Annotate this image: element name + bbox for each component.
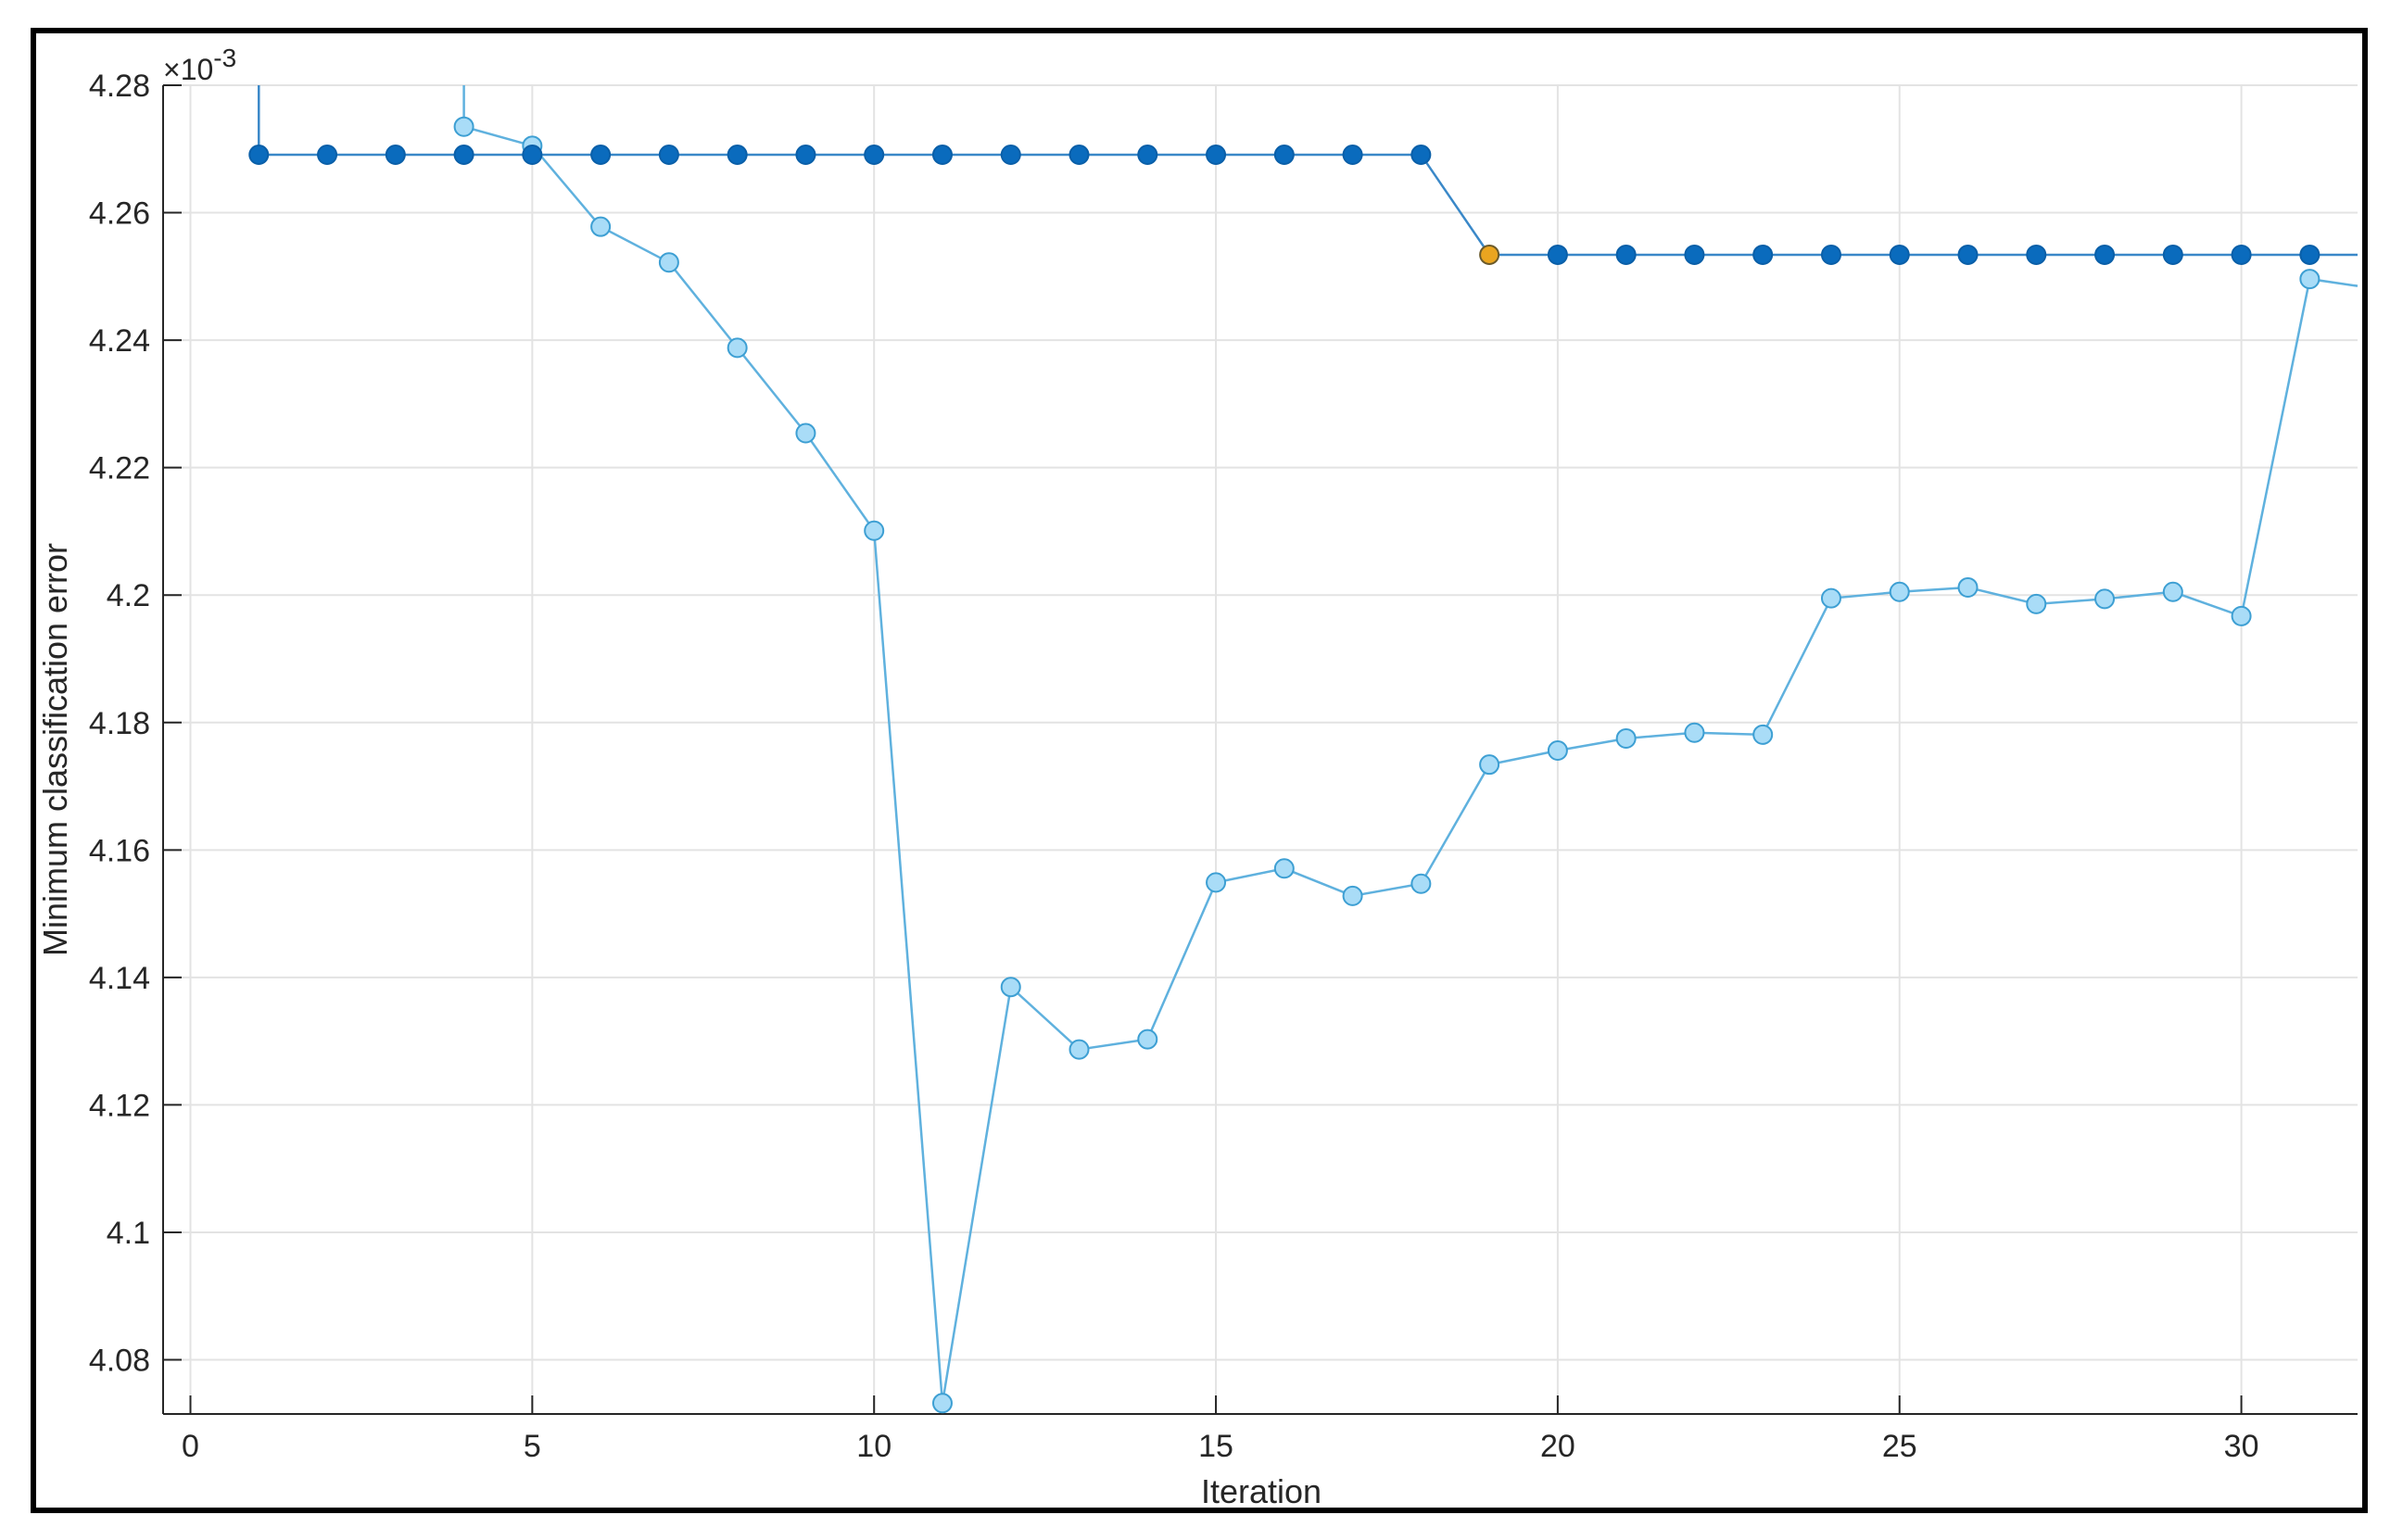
data-point	[2094, 588, 2116, 610]
highlight-point	[1479, 244, 1500, 265]
data-point	[1000, 144, 1021, 165]
data-point	[1342, 885, 1363, 906]
x-tick-label: 30	[2224, 1429, 2259, 1464]
data-point	[864, 520, 885, 541]
data-point	[522, 144, 543, 165]
x-tick-label: 5	[524, 1429, 541, 1464]
y-tick-label: 4.24	[89, 323, 150, 359]
data-point	[590, 144, 612, 165]
data-point	[385, 144, 406, 165]
data-point	[1479, 754, 1500, 776]
data-point	[453, 144, 474, 165]
axes	[162, 84, 2358, 1415]
y-exponent-power: -3	[213, 44, 236, 72]
x-tick-label: 25	[1882, 1429, 1917, 1464]
y-axis-label: Minimum classification error	[36, 543, 74, 956]
series-1	[453, 85, 2358, 1414]
data-point	[1889, 581, 1910, 602]
data-point	[2231, 605, 2252, 626]
data-point	[1820, 244, 1841, 265]
data-point	[2299, 269, 2320, 290]
data-point	[1206, 872, 1227, 893]
data-point	[727, 337, 748, 359]
data-point	[658, 252, 679, 273]
data-point	[1889, 244, 1910, 265]
data-point	[1069, 144, 1090, 165]
data-point	[1684, 722, 1705, 743]
data-point	[931, 1393, 953, 1414]
data-point	[2162, 244, 2183, 265]
series-2	[248, 85, 2358, 265]
data-point	[1615, 727, 1637, 749]
data-point	[1684, 244, 1705, 265]
data-point	[1615, 244, 1637, 265]
data-point	[1547, 244, 1568, 265]
data-point	[795, 423, 816, 444]
data-point	[1752, 244, 1774, 265]
data-point	[590, 216, 612, 237]
y-tick-label: 4.18	[89, 706, 150, 741]
data-point	[1000, 977, 1021, 998]
y-tick-label: 4.28	[89, 69, 150, 104]
data-point	[1137, 1029, 1158, 1050]
data-point	[1273, 144, 1295, 165]
data-point	[1206, 144, 1227, 165]
data-point	[1752, 724, 1774, 745]
y-tick-label: 4.08	[89, 1344, 150, 1379]
y-tick-label: 4.1	[107, 1216, 150, 1251]
x-tick-label: 15	[1198, 1429, 1233, 1464]
y-tick-label: 4.2	[107, 578, 150, 613]
y-tick-label: 4.22	[89, 451, 150, 486]
data-point	[2162, 581, 2183, 602]
x-tick-label: 0	[182, 1429, 199, 1464]
data-point	[2026, 593, 2047, 614]
series-1-line	[462, 85, 2358, 1404]
data-point	[1137, 144, 1158, 165]
data-point	[1547, 740, 1568, 762]
y-exponent-base: ×10	[163, 53, 213, 86]
data-point	[1957, 576, 1979, 598]
y-exponent-label: ×10-3	[163, 44, 236, 86]
data-point	[1820, 587, 1841, 609]
x-tick-label: 20	[1540, 1429, 1575, 1464]
data-point	[2094, 244, 2116, 265]
data-point	[248, 144, 270, 165]
data-point	[2026, 244, 2047, 265]
data-point	[1957, 244, 1979, 265]
data-point	[453, 116, 474, 137]
tick-labels: 0 5 10 15 20 25 30 4.08 4.1 4.12 4.14 4.16 4.18 4.2 4.…	[89, 69, 2259, 1464]
grid-lines	[163, 84, 2358, 1414]
data-point	[1410, 873, 1432, 894]
data-point	[317, 144, 338, 165]
x-tick-label: 10	[856, 1429, 892, 1464]
y-tick-label: 4.14	[89, 961, 150, 996]
data-point	[1410, 144, 1432, 165]
data-point	[727, 144, 748, 165]
y-tick-label: 4.16	[89, 833, 150, 868]
y-tick-label: 4.12	[89, 1088, 150, 1123]
data-point	[2231, 244, 2252, 265]
data-point	[2299, 244, 2320, 265]
x-axis-label: Iteration	[1201, 1472, 1321, 1510]
data-point	[1069, 1039, 1090, 1060]
series-layer	[248, 85, 2358, 1414]
data-point	[931, 144, 953, 165]
data-point	[1273, 858, 1295, 879]
plot-area	[163, 85, 2358, 1414]
y-tick-label: 4.26	[89, 196, 150, 232]
data-point	[864, 144, 885, 165]
data-point	[658, 144, 679, 165]
data-point	[795, 144, 816, 165]
data-point	[1342, 144, 1363, 165]
